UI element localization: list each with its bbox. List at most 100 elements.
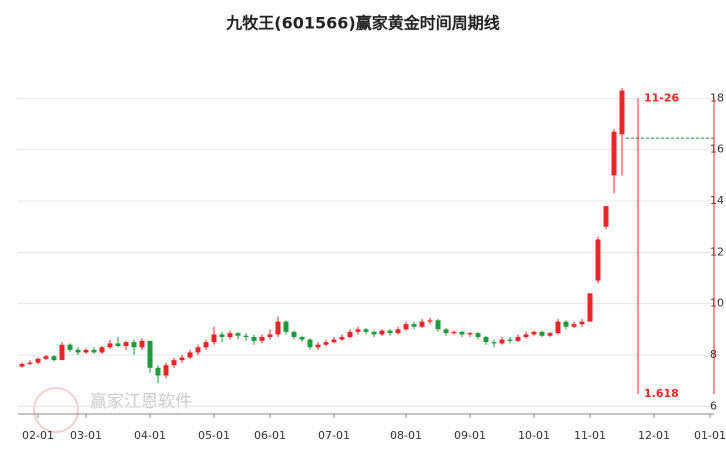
candle-body: [299, 337, 305, 340]
x-tick-label: 05-01: [198, 429, 230, 442]
candle-body: [83, 349, 89, 353]
candle-body: [451, 331, 457, 334]
candle-body: [571, 324, 577, 327]
candle-body: [211, 334, 217, 343]
candle-body: [187, 352, 193, 358]
y-tick-label: 16: [710, 143, 724, 156]
x-tick-label: 01-01: [694, 429, 726, 442]
candle-body: [75, 349, 81, 353]
y-tick-label: 12: [710, 245, 724, 258]
x-tick-label: 09-01: [454, 429, 486, 442]
candle-body: [291, 331, 297, 338]
candle-body: [387, 330, 393, 334]
candle-body: [467, 333, 473, 335]
candle-body: [171, 360, 177, 366]
x-tick-label: 06-01: [254, 429, 286, 442]
candle-body: [203, 342, 209, 348]
candle-body: [99, 347, 105, 353]
candle-body: [603, 206, 609, 227]
candle-body: [379, 330, 385, 335]
x-tick-label: 11-01: [574, 429, 606, 442]
y-tick-label: 10: [710, 297, 724, 310]
candle-body: [491, 342, 497, 344]
candle-body: [219, 334, 225, 338]
candle-body: [355, 329, 361, 332]
candle-body: [587, 293, 593, 322]
watermark-logo: [33, 387, 79, 433]
x-tick-label: 03-01: [70, 429, 102, 442]
candle-body: [411, 324, 417, 327]
candle-body: [107, 343, 113, 348]
y-tick-label: 14: [710, 194, 724, 207]
candle-body: [619, 90, 625, 135]
candle-body: [259, 337, 265, 341]
candle-body: [235, 333, 241, 336]
candle-body: [19, 363, 25, 367]
candle-body: [531, 331, 537, 335]
candle-body: [347, 331, 353, 338]
candle-body: [515, 337, 521, 341]
x-tick-label: 10-01: [518, 429, 550, 442]
candle-body: [579, 321, 585, 325]
candle-body: [43, 356, 49, 359]
cycle-label: 1.618: [644, 387, 679, 400]
candle-body: [123, 342, 129, 346]
candle-body: [163, 365, 169, 376]
candle-body: [507, 339, 513, 341]
candle-body: [179, 357, 185, 361]
candle-body: [35, 358, 41, 363]
candle-body: [91, 349, 97, 353]
candle-body: [275, 321, 281, 335]
candle-body: [483, 337, 489, 343]
candle-body: [267, 334, 273, 338]
candle-body: [315, 344, 321, 348]
candle-body: [27, 362, 33, 364]
candle-body: [283, 321, 289, 332]
candle-body: [443, 329, 449, 334]
candle-body: [435, 320, 441, 330]
x-tick-label: 04-01: [134, 429, 166, 442]
candle-body: [555, 321, 561, 334]
candle-body: [475, 333, 481, 338]
candle-body: [563, 321, 569, 327]
x-tick-label: 07-01: [318, 429, 350, 442]
watermark: 赢家江恩软件: [90, 392, 192, 412]
candle-body: [51, 356, 57, 361]
candle-body: [363, 329, 369, 332]
candle-body: [395, 329, 401, 334]
candle-body: [459, 331, 465, 335]
chart-title: 九牧王(601566)赢家黄金时间周期线: [225, 14, 499, 33]
y-tick-label: 18: [710, 91, 724, 104]
candle-body: [499, 339, 505, 344]
candle-body: [227, 333, 233, 338]
candle-body: [251, 337, 257, 341]
candle-body: [547, 333, 553, 336]
candle-body: [243, 335, 249, 338]
candle-body: [611, 131, 617, 176]
candle-body: [595, 239, 601, 281]
candle-body: [403, 324, 409, 330]
cycle-label: 11-26: [644, 91, 680, 104]
candle-body: [523, 334, 529, 338]
candle-body: [67, 344, 73, 350]
candle-body: [115, 343, 121, 346]
candle-body: [195, 347, 201, 353]
candle-body: [331, 339, 337, 343]
candle-body: [307, 339, 313, 348]
candle-body: [419, 321, 425, 327]
candle-body: [155, 367, 161, 376]
candle-body: [139, 340, 145, 348]
x-tick-label: 08-01: [390, 429, 422, 442]
x-tick-label: 12-01: [638, 429, 670, 442]
candle-body: [539, 331, 545, 336]
x-tick-label: 02-01: [22, 429, 54, 442]
y-tick-label: 6: [710, 399, 717, 412]
candle-body: [323, 342, 329, 345]
candle-body: [131, 342, 137, 348]
candle-body: [427, 320, 433, 322]
candle-body: [59, 344, 65, 361]
candle-body: [371, 331, 377, 335]
candle-body: [147, 340, 153, 368]
candle-body: [339, 337, 345, 340]
